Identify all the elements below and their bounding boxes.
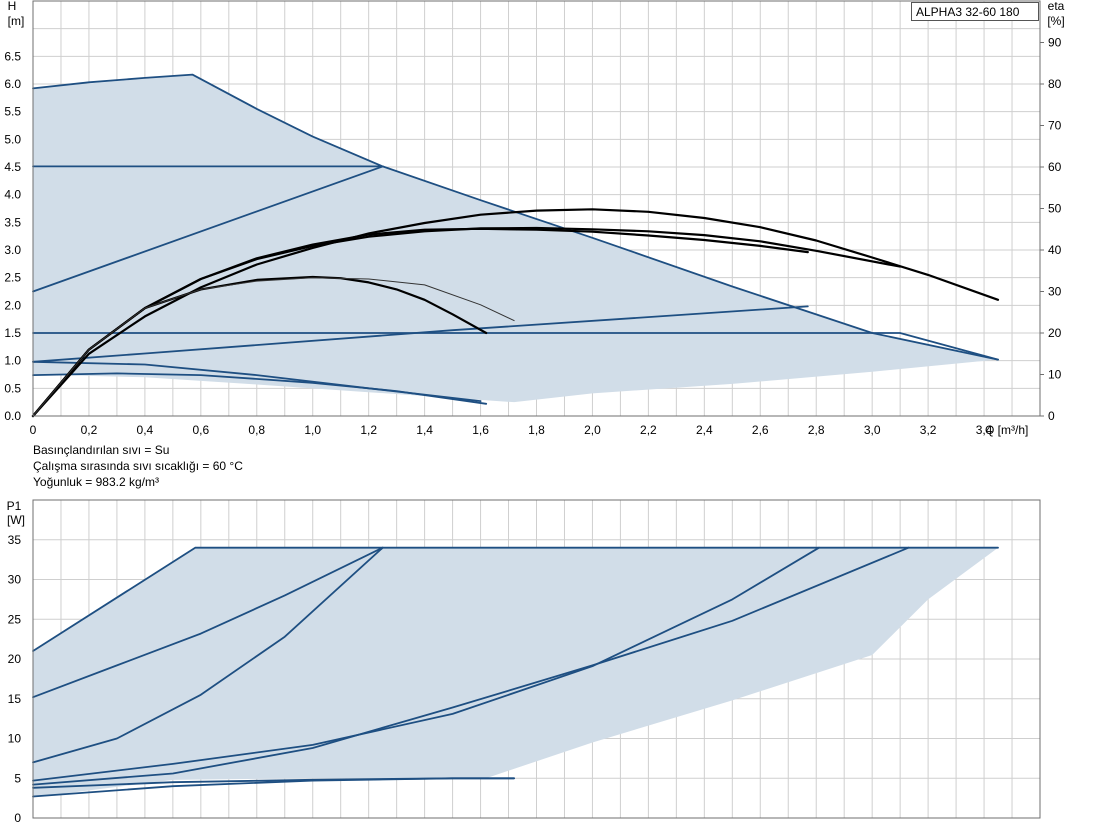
power-envelope-area [33,547,999,798]
head-pump-curve-0 [32,73,999,361]
eta-tick-label: 0 [1048,409,1055,423]
head-ytick-label: 4.5 [4,160,21,174]
power-chart-frame [32,499,1041,819]
flow-tick-label: 2,8 [808,423,825,437]
eta-axis-label: eta [1048,0,1065,13]
power-chart-axes: P1 [W] 0 5 10 15 20 25 30 35 [7,499,25,825]
power-ytick-label: 15 [8,692,22,706]
pump-model-label: ALPHA3 32-60 180 [911,2,1039,21]
head-envelope-area [33,74,999,403]
head-ytick-label: 1.5 [4,326,21,340]
power-axis-label: P1 [7,499,22,513]
head-efficiency-curve-11 [32,277,515,417]
flow-tick-label: 3,0 [864,423,881,437]
head-curves [31,73,1000,418]
power-ytick-label: 25 [8,612,22,626]
fluid-notes: Basınçlandırılan sıvı = Su Çalışma sıras… [33,442,243,490]
head-ytick-label: 3.0 [4,243,21,257]
head-axis-unit: [m] [8,14,25,28]
eta-axis-unit: [%] [1047,14,1064,28]
flow-tick-label: 2,6 [752,423,769,437]
eta-tick-label: 30 [1048,285,1062,299]
flow-tick-label: 0,2 [81,423,98,437]
head-ytick-label: 2.0 [4,298,21,312]
head-ytick-label: 5.0 [4,132,21,146]
head-pump-curve-3 [32,332,999,361]
flow-tick-label: 1,2 [360,423,377,437]
flow-tick-label: 0 [30,423,37,437]
power-pump-curve-4 [32,546,910,786]
power-pump-curve-0 [32,546,999,652]
head-operating-envelope [33,74,999,403]
note-temperature: Çalışma sırasında sıvı sıcaklığı = 60 °C [33,459,243,473]
head-ytick-label: 6.0 [4,77,21,91]
power-ytick-label: 30 [8,573,22,587]
head-chart-axes: H [m] eta [%] Q [m³/h] 0.0 0.5 1.0 1.5 2.0 2.… [4,0,1064,437]
head-ytick-label: 5.5 [4,105,21,119]
head-pump-curve-6 [32,360,482,402]
flow-tick-label: 1,4 [416,423,433,437]
power-axis-unit: [W] [7,513,25,527]
flow-tick-label: 3,4 [976,423,993,437]
eta-tick-label: 60 [1048,160,1062,174]
power-ytick-label: 0 [14,811,21,825]
power-pump-curve-1 [32,546,384,699]
flow-tick-label: 3,2 [920,423,937,437]
flow-tick-label: 2,2 [640,423,657,437]
power-pump-curve-3 [32,546,820,782]
eta-tick-label: 10 [1048,368,1062,382]
eta-tick-label: 90 [1048,36,1062,50]
power-ytick-label: 35 [8,533,22,547]
eta-tick-label: 50 [1048,202,1062,216]
flow-tick-label: 0,4 [137,423,154,437]
head-ytick-label: 3.5 [4,215,21,229]
flow-tick-label: 1,8 [528,423,545,437]
eta-tick-label: 20 [1048,326,1062,340]
power-ytick-label: 5 [14,771,21,785]
power-pump-curve-6 [32,777,515,789]
note-density: Yoğunluk = 983.2 kg/m³ [33,475,159,489]
flow-tick-label: 2,0 [584,423,601,437]
flow-tick-label: 1,6 [472,423,489,437]
power-curves [32,546,999,798]
head-axis-label: H [8,0,17,13]
flow-tick-label: 0,8 [248,423,265,437]
head-ytick-label: 4.0 [4,188,21,202]
flow-axis-label: Q [m³/h] [985,423,1028,437]
head-ytick-label: 0.5 [4,381,21,395]
head-ytick-label: 0.0 [4,409,21,423]
flow-tick-label: 1,0 [304,423,321,437]
eta-tick-label: 40 [1048,243,1062,257]
head-pump-curve-2 [32,165,384,293]
flow-tick-label: 0,6 [192,423,209,437]
eta-tick-label: 80 [1048,77,1062,91]
flow-tick-label: 2,4 [696,423,713,437]
head-ytick-label: 1.0 [4,354,21,368]
power-ytick-label: 10 [8,732,22,746]
head-ytick-label: 6.5 [4,49,21,63]
head-efficiency-curve-9 [31,227,809,418]
head-pump-curve-4 [32,305,809,363]
power-ytick-label: 20 [8,652,22,666]
power-operating-envelope [33,547,999,798]
note-fluid: Basınçlandırılan sıvı = Su [33,443,170,457]
power-pump-curve-2 [32,546,384,764]
eta-tick-label: 70 [1048,119,1062,133]
head-ytick-label: 2.5 [4,271,21,285]
